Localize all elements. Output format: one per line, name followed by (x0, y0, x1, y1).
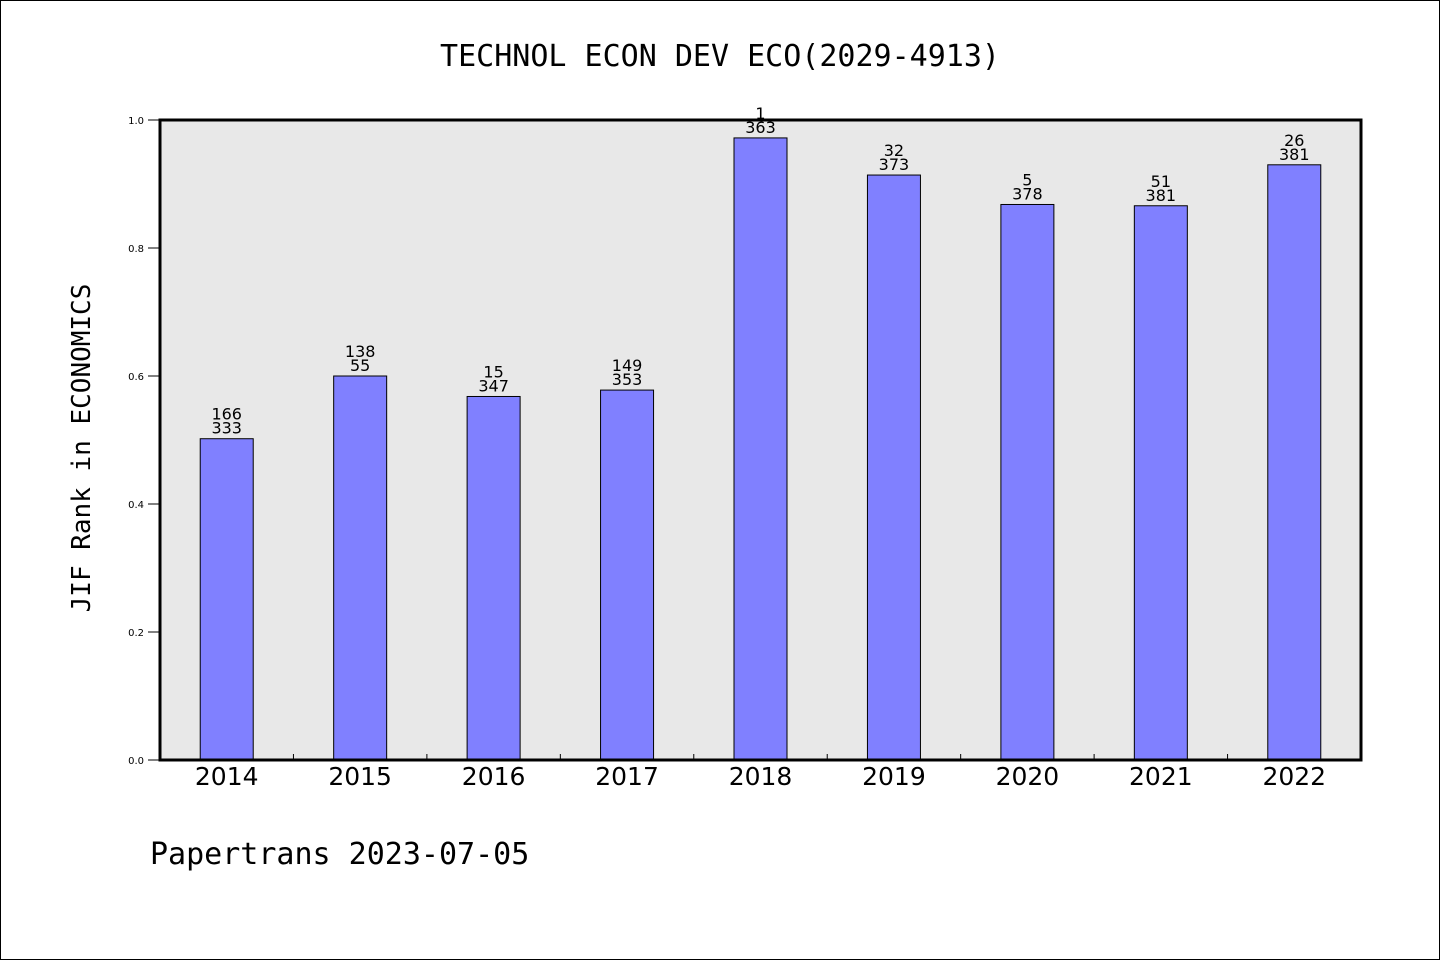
bar-label-rank: 26 (1284, 131, 1304, 150)
bar-label-total: 381 (1146, 186, 1177, 205)
bar-label-total: 381 (1279, 145, 1310, 164)
x-tick-label: 2015 (328, 762, 392, 791)
bar-label-total: 353 (612, 370, 643, 389)
bar-label-total: 373 (879, 155, 910, 174)
bar-2015 (333, 375, 388, 761)
y-tick-label: 0.4 (128, 500, 144, 511)
x-tick-label: 2022 (1262, 762, 1326, 791)
bar-label-rank: 51 (1151, 172, 1171, 191)
y-tick-label: 0.8 (128, 244, 144, 255)
bar-label-rank: 166 (211, 405, 242, 424)
y-tick-label: 1.0 (128, 116, 144, 127)
y-axis-label: JIF Rank in ECONOMICS (67, 284, 97, 613)
chart-title: TECHNOL ECON DEV ECO(2029-4913) (440, 39, 1000, 74)
bar-label-rank: 15 (483, 362, 503, 381)
bar-label-total: 363 (745, 118, 776, 137)
bar-2016 (466, 395, 521, 761)
y-tick-label: 0.0 (128, 756, 144, 767)
bar-label-rank: 138 (345, 342, 376, 361)
bar-2018 (733, 137, 788, 761)
bar-2022 (1267, 164, 1322, 761)
bar-label-rank: 149 (612, 356, 643, 375)
y-tick-label: 0.6 (128, 372, 144, 383)
bar-2017 (600, 389, 655, 761)
bar-label-rank: 1 (755, 104, 765, 123)
x-axis: 2014 2015 2016 2017 2018 2019 2020 2021 2022 (195, 754, 1326, 791)
footer-credit: Papertrans 2023-07-05 (150, 837, 529, 872)
x-tick-label: 2020 (996, 762, 1060, 791)
bar-label-rank: 5 (1022, 170, 1032, 189)
bar-2019 (866, 174, 921, 761)
bar-label-total: 378 (1012, 184, 1043, 203)
bar-2020 (1000, 203, 1055, 761)
plot-border (158, 118, 1363, 762)
bar-label-total: 55 (350, 356, 370, 375)
x-tick-label: 2017 (595, 762, 659, 791)
x-tick-label: 2018 (729, 762, 793, 791)
bar-label-rank: 32 (884, 141, 904, 160)
bar-label-total: 347 (478, 376, 509, 395)
x-tick-label: 2021 (1129, 762, 1193, 791)
y-tick-label: 0.2 (128, 628, 144, 639)
bar-2021 (1133, 205, 1188, 761)
y-axis: 0.0 0.2 0.4 0.6 0.8 1.0 (128, 116, 160, 767)
bar-label-total: 333 (211, 419, 242, 438)
x-tick-label: 2016 (462, 762, 526, 791)
x-tick-label: 2019 (862, 762, 926, 791)
bar-2014 (199, 438, 254, 761)
x-tick-label: 2014 (195, 762, 259, 791)
